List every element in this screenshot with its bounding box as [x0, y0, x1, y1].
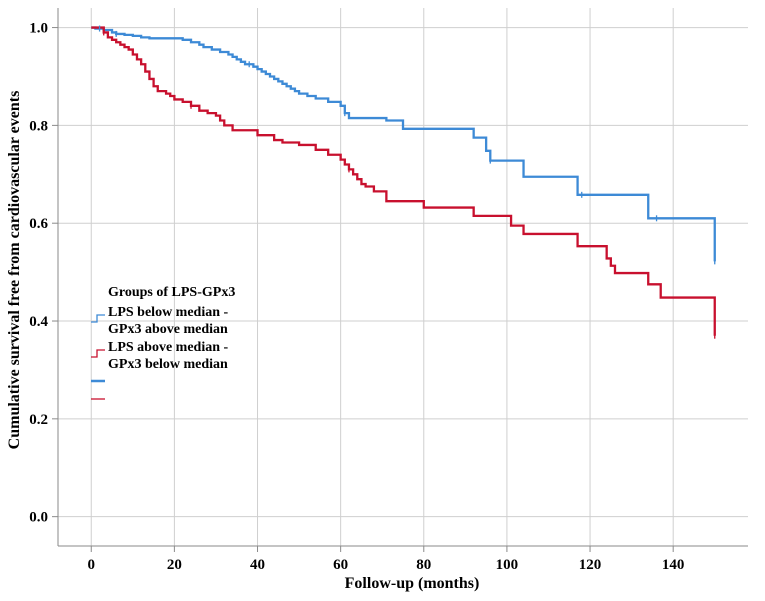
y-tick-label-5: 1.0 — [29, 21, 48, 37]
series-2-step-line — [91, 26, 716, 336]
x-axis-title: Follow-up (months) — [345, 575, 480, 592]
plot-frame — [52, 8, 748, 552]
x-tick-label-4: 80 — [416, 557, 431, 573]
x-tick-label-0: 0 — [88, 557, 96, 573]
x-tick-labels: 0 20 40 60 80 100 120 140 — [88, 557, 685, 573]
legend-swatch-1-step — [91, 314, 105, 323]
legend: Groups of LPS-GPx3 LPS below median - GP… — [91, 285, 235, 400]
y-axis-title: Cumulative survival free from cardiovasc… — [6, 91, 23, 450]
x-tick-label-6: 120 — [579, 557, 602, 573]
y-tick-label-4: 0.8 — [29, 118, 48, 134]
legend-entry-2-line1: LPS above median - — [108, 340, 229, 355]
legend-entry-1-line1: LPS below median - — [108, 305, 229, 320]
legend-entry-1-line2: GPx3 above median — [108, 322, 228, 337]
x-tick-label-3: 60 — [333, 557, 348, 573]
y-tick-label-3: 0.6 — [29, 216, 48, 232]
y-tick-label-2: 0.4 — [29, 314, 48, 330]
legend-title: Groups of LPS-GPx3 — [108, 285, 235, 300]
x-tick-label-7: 140 — [662, 557, 685, 573]
series-1-step-line — [91, 26, 716, 262]
y-tick-labels: 0.0 0.2 0.4 0.6 0.8 1.0 — [29, 21, 48, 526]
y-tick-label-0: 0.0 — [29, 510, 48, 526]
x-tick-label-2: 40 — [250, 557, 265, 573]
legend-swatch-2-step — [91, 349, 105, 358]
x-tick-label-1: 20 — [167, 557, 182, 573]
grid — [58, 8, 748, 546]
y-tick-label-1: 0.2 — [29, 412, 48, 428]
series-layer — [91, 25, 716, 339]
legend-entry-2-line2: GPx3 below median — [108, 357, 228, 372]
x-tick-label-5: 100 — [496, 557, 519, 573]
